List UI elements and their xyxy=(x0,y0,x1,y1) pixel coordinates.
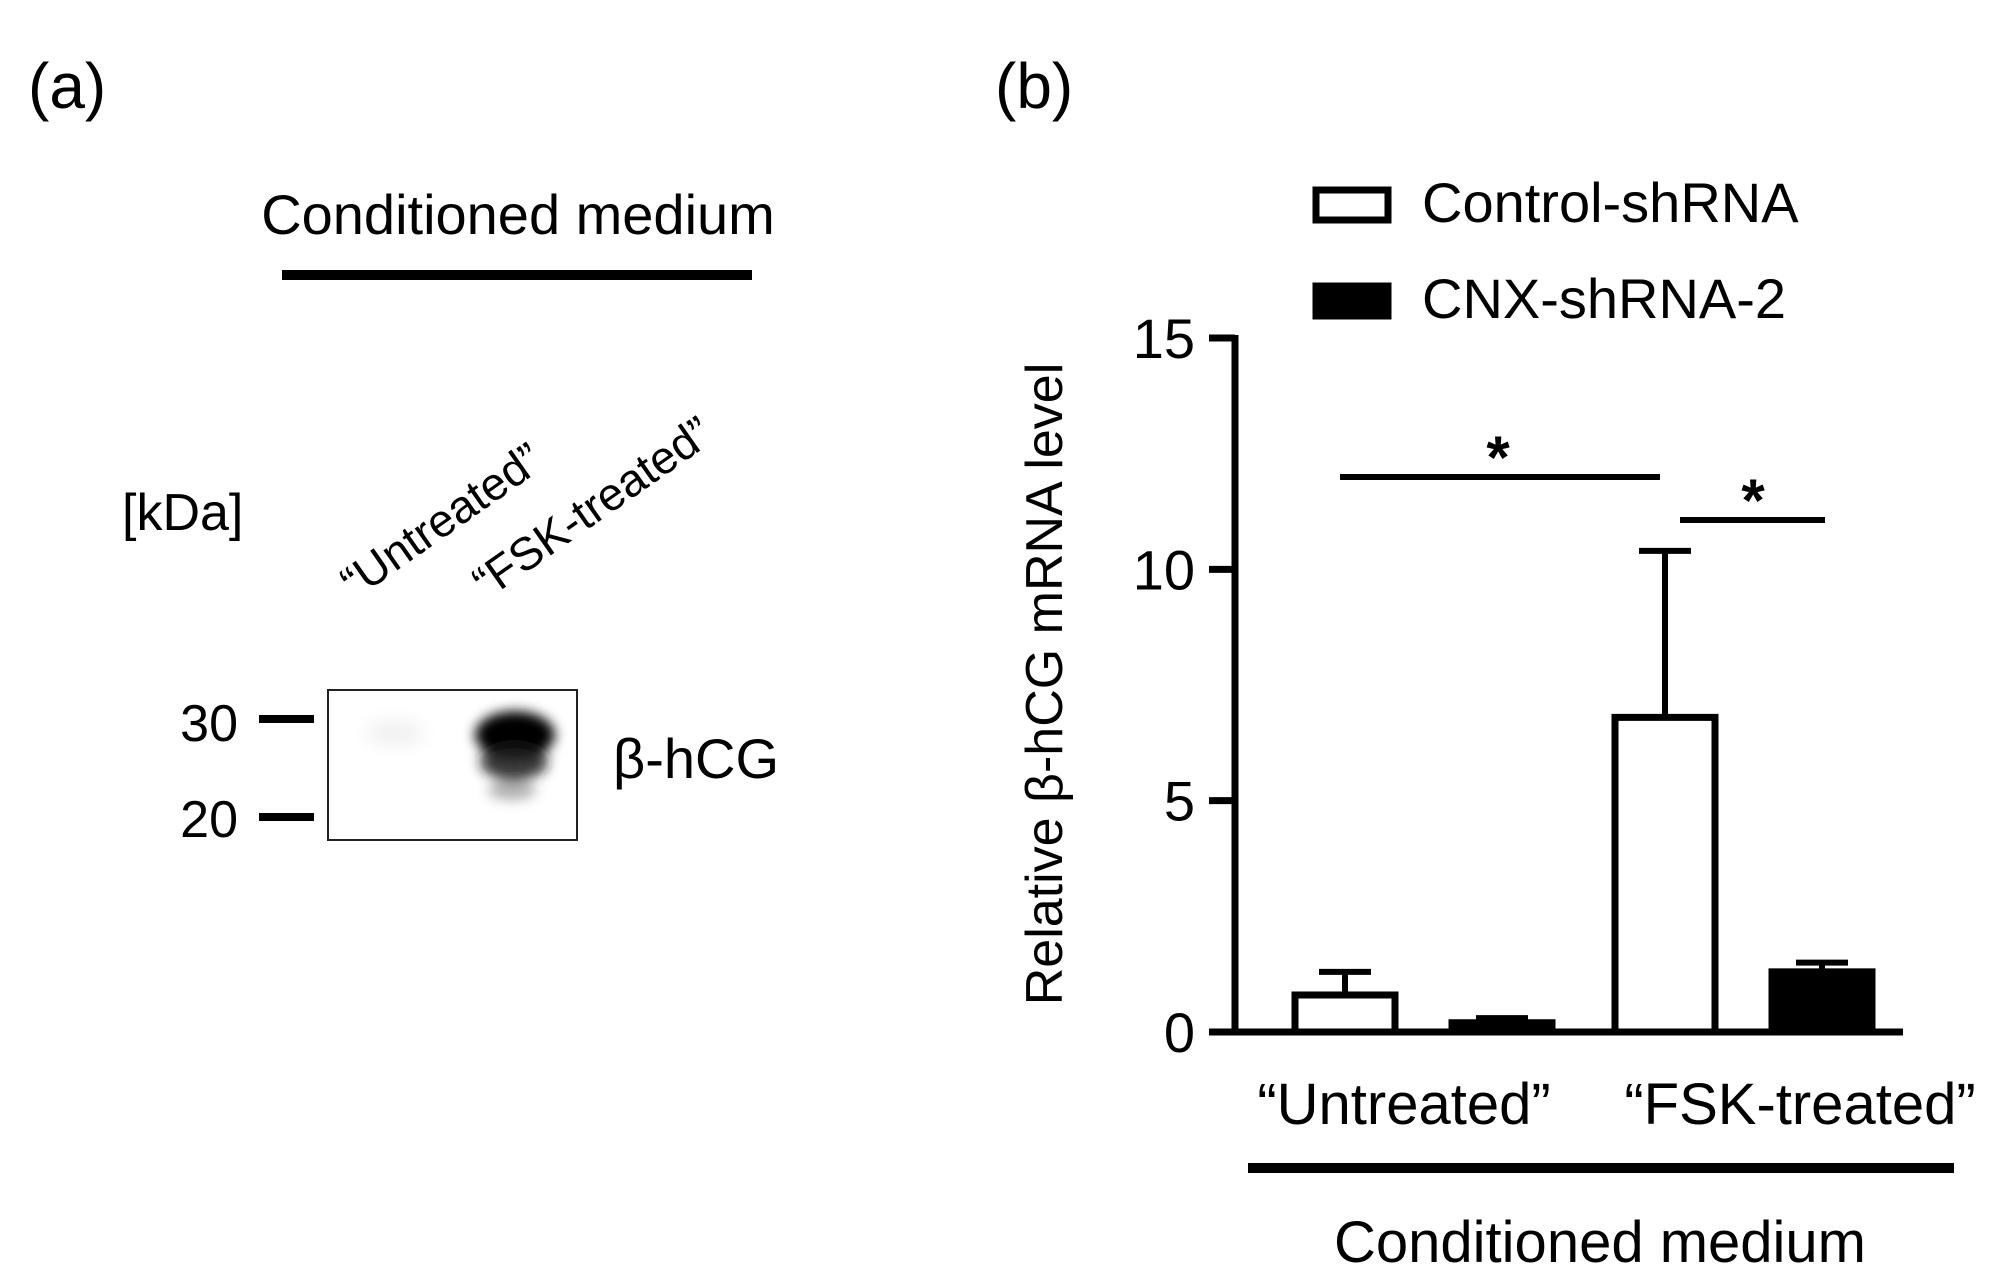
chart-group-bar xyxy=(1248,1163,1954,1173)
marker-30-tick xyxy=(259,715,314,723)
significance-star-1: * xyxy=(1486,424,1510,491)
legend-swatch-cnx-shrna-2 xyxy=(1312,282,1392,320)
significance-star-2: * xyxy=(1741,467,1765,534)
error-bars xyxy=(1319,547,1848,1023)
x-tick-label-untreated: “Untreated” xyxy=(1257,1072,1550,1137)
legend-label-cnx-shrna-2: CNX-shRNA-2 xyxy=(1422,267,1786,330)
axes: 0 5 10 15 xyxy=(1133,307,1903,1064)
legend-swatch-control-shrna xyxy=(1312,186,1392,224)
bar-cnx-shrna-2-untreated xyxy=(1448,1019,1556,1036)
y-tick-label-0: 0 xyxy=(1164,1001,1195,1064)
panel-a-label: (a) xyxy=(28,50,106,122)
blot-group-bar xyxy=(282,270,752,280)
legend: Control-shRNA CNX-shRNA-2 xyxy=(1312,171,1799,330)
marker-30-label: 30 xyxy=(180,695,238,753)
panel-b-label: (b) xyxy=(995,50,1073,122)
marker-20-tick xyxy=(259,813,314,821)
y-tick-label-15: 15 xyxy=(1133,307,1195,370)
bar-cnx-shrna-2-fsk-treated xyxy=(1768,968,1876,1036)
band-fsk-treated xyxy=(475,711,555,800)
marker-20-label: 20 xyxy=(180,791,238,849)
legend-label-control-shrna: Control-shRNA xyxy=(1422,171,1799,234)
x-tick-label-fsk-treated: “FSK-treated” xyxy=(1624,1072,1975,1137)
panel-a: (a) Conditioned medium “Untreated” “FSK-… xyxy=(28,50,779,849)
band-protein-label: β-hCG xyxy=(613,727,779,790)
band-untreated xyxy=(365,721,425,745)
bar-control-shrna-fsk-treated xyxy=(1611,713,1719,1036)
marker-unit-label: [kDa] xyxy=(122,484,243,542)
panel-b: (b) Control-shRNA CNX-shRNA-2 Relative β… xyxy=(995,50,1976,1275)
blot-group-label: Conditioned medium xyxy=(261,183,775,246)
blot-image xyxy=(327,689,578,841)
y-tick-label-10: 10 xyxy=(1133,538,1195,601)
y-axis-label: Relative β-hCG mRNA level xyxy=(1016,363,1074,1006)
bar-control-shrna-untreated xyxy=(1291,991,1399,1036)
significance-annotations: * * xyxy=(1340,424,1825,534)
y-tick-label-5: 5 xyxy=(1164,770,1195,833)
chart-group-label: Conditioned medium xyxy=(1334,1210,1866,1275)
bars xyxy=(1291,713,1876,1036)
